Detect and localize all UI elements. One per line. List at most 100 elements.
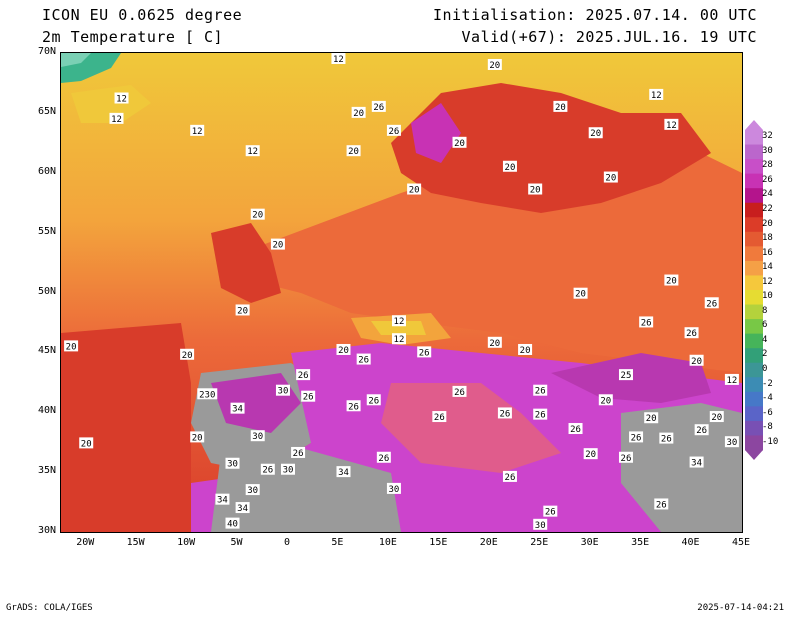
temperature-value-label: 20 [190, 431, 205, 443]
temperature-value-label: 20 [644, 412, 659, 424]
temperature-value-text: 20 [530, 186, 541, 196]
lon-tick-label: 10E [378, 537, 397, 548]
temperature-value-text: 12 [726, 376, 737, 386]
temperature-value-label: 20 [689, 354, 704, 367]
norway-hot-zone [411, 103, 461, 163]
arctic-coldest-zone [61, 53, 91, 67]
colorbar-level-label: -10 [762, 436, 779, 447]
temperature-value-text: 12 [116, 95, 127, 105]
colorbar-swatch [745, 246, 763, 262]
temperature-value-text: 26 [419, 348, 430, 358]
temperature-value-label: 20 [250, 208, 265, 221]
colorbar-swatch [745, 420, 763, 436]
britain-zone [211, 223, 281, 303]
colorbar-swatch [745, 333, 763, 349]
colorbar-level-label: 2 [762, 349, 768, 360]
temperature-value-label: 20 [487, 336, 502, 349]
colorbar-level-label: 12 [762, 276, 773, 287]
colorbar-level-label: -2 [762, 378, 773, 389]
lat-tick-label: 55N [37, 225, 56, 237]
temperature-value-text: 12 [651, 91, 662, 101]
temperature-value-label: 26 [346, 400, 361, 412]
lon-tick-label: 20E [479, 537, 498, 548]
temperature-value-label: 230 [197, 388, 218, 400]
colorbar-level-label: 28 [762, 160, 773, 171]
temperature-value-label: 26 [386, 124, 401, 137]
temperature-value-text: 26 [454, 388, 465, 398]
temperature-value-text: 30 [389, 485, 400, 495]
temperature-value-label: 20 [64, 340, 79, 352]
temperature-value-text: 20 [252, 211, 263, 221]
temperature-value-text: 20 [646, 414, 657, 424]
lon-tick-label: 40E [681, 537, 700, 548]
temperature-value-text: 26 [641, 318, 652, 328]
colorbar [745, 120, 763, 460]
temperature-value-label: 26 [356, 353, 371, 366]
temperature-value-label: 20 [588, 127, 603, 139]
temperature-value-text: 20 [192, 433, 203, 443]
lat-tick-label: 35N [37, 465, 56, 477]
colorbar-level-label: -8 [762, 422, 773, 433]
lon-tick-label: 5E [331, 537, 344, 548]
temperature-value-text: 26 [505, 473, 516, 483]
temperature-value-text: 20 [666, 277, 677, 287]
temperature-value-label: 25 [618, 369, 633, 381]
temperature-value-label: 26 [497, 407, 512, 419]
colorbar-swatch [745, 435, 763, 451]
temperature-value-text: 12 [111, 115, 122, 125]
temperature-value-label: 12 [649, 88, 664, 101]
temperature-value-text: 30 [227, 460, 238, 470]
lon-tick-label: 35E [631, 537, 650, 548]
temperature-value-text: 25 [621, 371, 632, 381]
colorbar-level-label: 14 [762, 262, 773, 273]
temperature-value-text: 26 [621, 454, 632, 464]
temperature-value-label: 34 [230, 402, 245, 415]
temperature-value-label: 26 [296, 369, 311, 381]
temperature-value-text: 20 [711, 413, 722, 423]
temperature-value-text: 20 [338, 346, 349, 356]
temperature-value-label: 20 [452, 136, 467, 149]
temperature-value-text: 12 [666, 121, 677, 131]
temperature-value-label: 20 [407, 183, 422, 196]
lon-tick-label: 5W [230, 537, 243, 548]
temperature-value-label: 34 [215, 493, 230, 506]
temperature-value-label: 12 [114, 92, 129, 105]
temperature-value-text: 26 [434, 413, 445, 423]
init-time: Initialisation: 2025.07.14. 00 UTC [432, 6, 757, 24]
sahara-west-grey [211, 448, 401, 532]
europe-mild-zone [241, 143, 742, 373]
temperature-map: 12 20 26 20 12 12 12 12 20 12 12 20 26 20 20 20 20 20 20 20… [60, 52, 743, 533]
lon-tick-label: 10W [177, 537, 196, 548]
temperature-value-text: 34 [691, 459, 702, 469]
temperature-value-label: 26 [629, 431, 644, 443]
colorbar-swatch [745, 304, 763, 320]
temperature-value-text: 20 [409, 186, 420, 196]
sea-hot-zone [381, 383, 561, 473]
temperature-value-text: 26 [696, 426, 707, 436]
temperature-value-label: 30 [533, 518, 548, 531]
temperature-value-text: 30 [726, 438, 737, 448]
temperature-value-label: 12 [664, 118, 679, 131]
colorbar-level-label: 18 [762, 233, 773, 244]
colorbar-bottom-arrow [745, 450, 763, 460]
colorbar-swatch [745, 144, 763, 160]
variable-title: 2m Temperature [ C] [42, 28, 224, 46]
temperature-value-label: 26 [417, 346, 432, 358]
temperature-value-label: 26 [694, 424, 709, 436]
colorbar-swatch [745, 362, 763, 378]
colorbar-swatch [745, 348, 763, 364]
map-canvas: 12 20 26 20 12 12 12 12 20 12 12 20 26 20 20 20 20 20 20 20… [61, 53, 742, 532]
temperature-value-text: 20 [489, 61, 500, 71]
temperature-value-text: 20 [520, 346, 531, 356]
temperature-value-text: 20 [454, 139, 465, 149]
temperature-value-text: 26 [303, 393, 314, 403]
temperature-value-label: 26 [568, 423, 583, 435]
lon-tick-label: 30E [580, 537, 599, 548]
lat-tick-label: 60N [37, 165, 56, 177]
lat-tick-label: 40N [37, 405, 56, 417]
colorbar-swatch [745, 391, 763, 407]
temperature-value-label: 12 [109, 112, 124, 125]
colorbar-level-label: 20 [762, 218, 773, 229]
lon-tick-label: 20W [76, 537, 95, 548]
temperature-value-text: 26 [389, 127, 400, 137]
